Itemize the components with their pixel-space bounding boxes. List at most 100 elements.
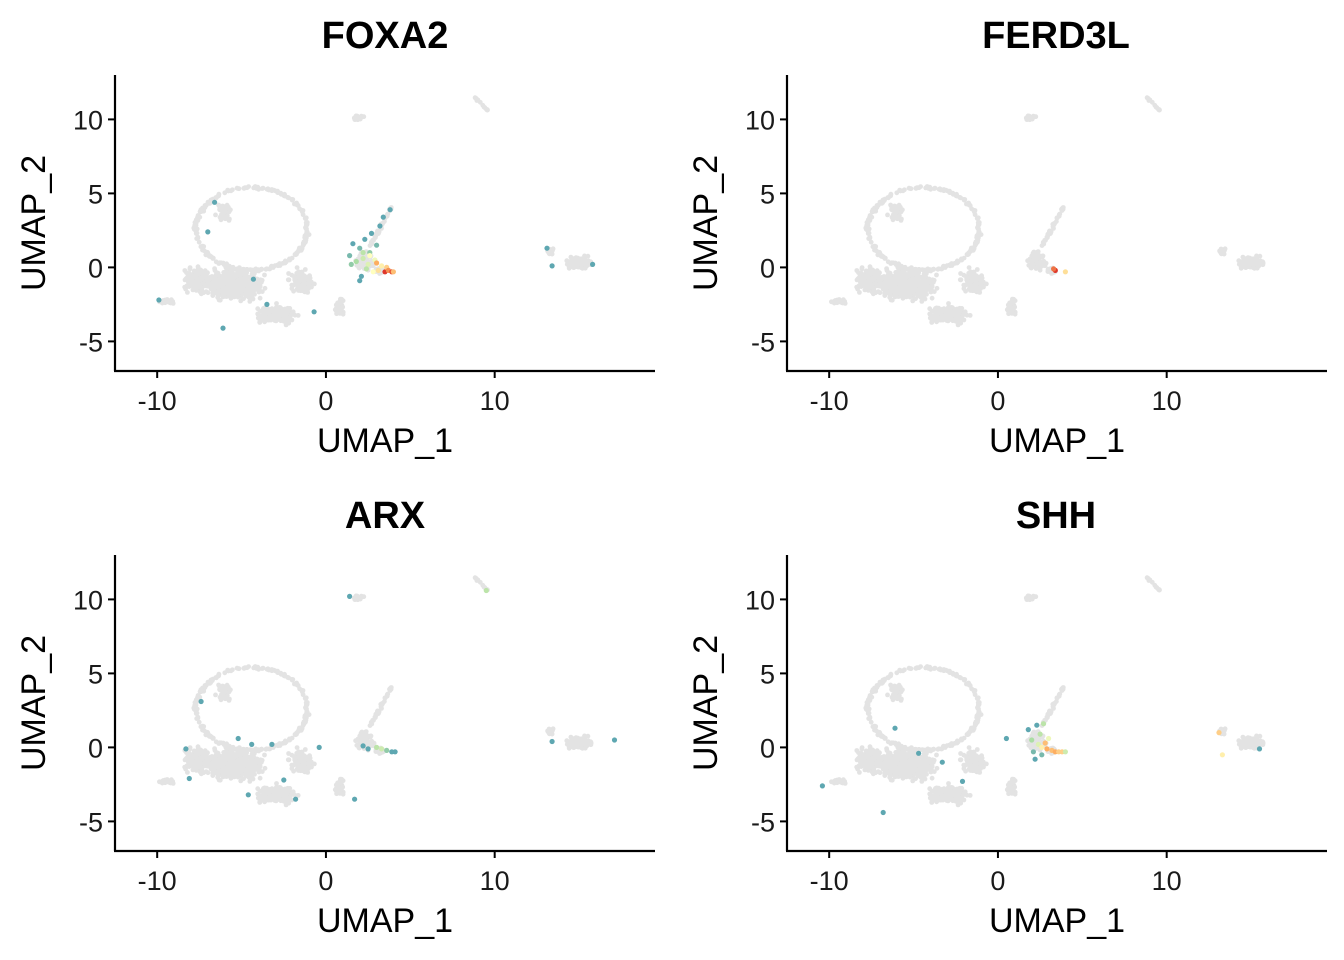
background-cell-point	[213, 212, 218, 218]
expressing-cell-point	[1062, 269, 1068, 275]
background-cell-point	[929, 319, 935, 325]
background-cell-point	[159, 300, 165, 306]
background-cell-point	[268, 317, 274, 323]
y-tick-label: 10	[73, 105, 103, 135]
x-tick-label: 0	[318, 386, 333, 416]
background-cell-point	[873, 244, 879, 249]
background-cell-point	[1051, 221, 1057, 227]
background-cell-point	[262, 752, 267, 758]
background-cell-point	[248, 284, 254, 290]
background-cell-point	[282, 258, 288, 264]
background-cell-point	[234, 185, 240, 191]
background-cell-point	[927, 268, 933, 273]
background-cell-point	[207, 276, 213, 282]
expressing-cell-point	[264, 301, 270, 307]
background-cell-point	[358, 262, 364, 267]
background-cell-point	[908, 281, 913, 287]
background-cell-point	[927, 286, 933, 292]
background-cell-point	[578, 260, 584, 265]
background-cell-point	[864, 272, 870, 277]
expressing-cell-point	[367, 253, 373, 259]
background-cell-point	[894, 190, 900, 196]
background-cell-point	[217, 204, 223, 210]
background-cell-point	[222, 670, 228, 676]
background-cell-point	[294, 202, 300, 207]
background-cell-point	[1045, 235, 1050, 240]
expressing-cell-point	[544, 245, 550, 251]
background-cell-point	[243, 762, 249, 768]
expressing-cell-point	[1051, 266, 1057, 272]
background-cell-point	[285, 277, 291, 283]
expressing-cell-point	[360, 255, 366, 262]
background-cell-point	[255, 766, 261, 772]
background-cell-point	[959, 256, 964, 262]
background-cell-point	[208, 200, 214, 205]
background-cell-point	[475, 97, 481, 103]
background-cell-point	[285, 305, 291, 311]
background-cell-point	[248, 770, 254, 775]
background-cell-point	[220, 773, 226, 779]
background-cell-point	[289, 310, 295, 315]
background-cell-point	[1041, 241, 1047, 247]
expressing-cell-point	[380, 214, 386, 220]
background-cell-point	[197, 756, 202, 762]
expressing-cell-point	[357, 245, 363, 251]
background-cell-point	[295, 313, 301, 318]
background-cell-point	[196, 266, 201, 271]
background-cell-point	[967, 280, 973, 286]
background-cell-point	[190, 758, 195, 764]
background-cell-point	[212, 746, 218, 751]
background-cell-point	[1157, 107, 1162, 113]
background-cell-point	[244, 267, 250, 272]
background-cell-point	[891, 283, 897, 289]
y-axis-title: UMAP_2	[15, 155, 53, 291]
background-cell-point	[340, 311, 346, 317]
background-cell-point	[257, 295, 263, 301]
background-cell-point	[337, 780, 342, 786]
background-cell-point	[248, 290, 254, 295]
y-tick-label: 10	[745, 105, 775, 135]
background-cell-point	[339, 297, 344, 302]
background-cell-point	[230, 755, 236, 761]
background-cell-point	[250, 296, 256, 302]
background-cell-point	[940, 317, 946, 323]
background-cell-point	[899, 288, 905, 293]
background-cell-point	[192, 765, 198, 771]
expressing-cell-point	[205, 229, 211, 235]
background-cell-point	[192, 752, 198, 757]
background-cell-point	[292, 275, 297, 281]
background-cell-point	[902, 275, 908, 281]
background-cell-point	[1054, 215, 1060, 221]
x-tick-label: 0	[990, 386, 1005, 416]
background-cell-point	[182, 268, 188, 273]
background-cell-point	[227, 768, 233, 773]
background-cell-point	[295, 760, 301, 766]
background-cell-point	[220, 273, 226, 279]
background-cell-point	[218, 260, 224, 266]
background-cell-point	[282, 796, 288, 802]
background-cell-point	[904, 287, 910, 293]
background-cell-point	[262, 285, 268, 291]
expressing-cell-point	[387, 207, 393, 213]
background-cell-point	[269, 263, 274, 269]
background-cell-point	[228, 668, 234, 674]
background-cell-point	[889, 204, 894, 210]
background-cell-point	[863, 226, 869, 232]
background-cell-point	[225, 754, 231, 760]
y-tick-label: -5	[79, 327, 103, 357]
background-cell-point	[255, 786, 261, 792]
background-cell-point	[981, 284, 986, 290]
background-cell-point	[217, 297, 223, 303]
background-cell-point	[246, 184, 252, 190]
background-cell-point	[962, 197, 968, 202]
background-cell-point	[282, 738, 288, 744]
background-cell-point	[263, 791, 268, 797]
background-cell-point	[271, 187, 277, 193]
expressing-cell-point	[379, 263, 385, 269]
background-cell-point	[913, 296, 918, 301]
background-cell-point	[208, 680, 214, 685]
expressing-cell-point	[549, 263, 555, 269]
